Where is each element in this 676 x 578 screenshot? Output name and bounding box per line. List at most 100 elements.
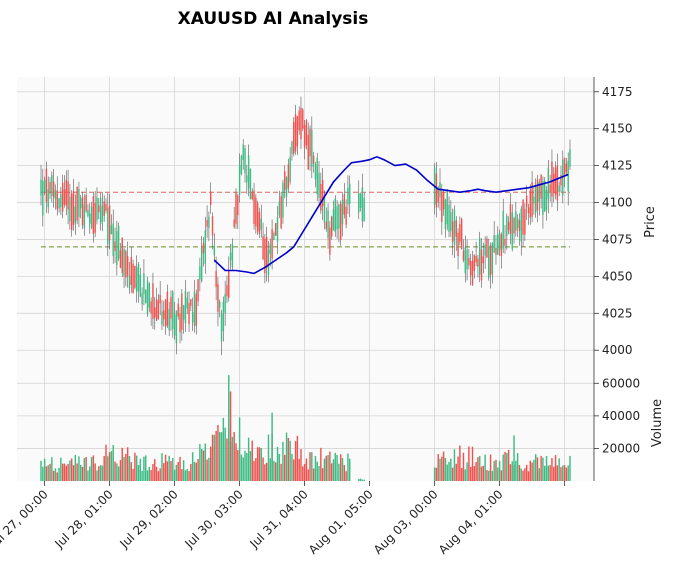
volume-bar (544, 465, 546, 481)
volume-bar (498, 460, 501, 481)
volume-bar (343, 465, 346, 481)
volume-bar (40, 460, 42, 481)
volume-bar (114, 461, 116, 481)
volume-bar (486, 469, 488, 481)
candle-body (273, 233, 275, 241)
candle-body (534, 185, 537, 213)
volume-bar (345, 471, 347, 481)
volume-bar (318, 466, 320, 481)
candle-body (89, 213, 91, 224)
candle-body (166, 291, 169, 326)
candle-body (569, 149, 571, 167)
volume-bar (148, 466, 151, 481)
candle-body (536, 179, 539, 211)
volume-bar (560, 467, 562, 481)
volume-bar (128, 456, 131, 481)
candle-body (448, 204, 450, 232)
candle-body (341, 199, 344, 225)
volume-bar (213, 434, 216, 481)
candle-body (280, 196, 282, 229)
candle-body (509, 204, 512, 234)
candle-body (482, 256, 485, 264)
price-tick-label: 4025 (602, 306, 633, 320)
candle-body (459, 224, 461, 242)
candle-body (278, 201, 281, 216)
volume-bar (513, 435, 515, 481)
volume-bar (251, 440, 253, 481)
volume-bar (542, 457, 544, 481)
candle-body (525, 195, 528, 208)
candle-body (506, 215, 508, 236)
volume-bar (132, 468, 134, 481)
candle-body (61, 182, 64, 212)
volume-bar (85, 456, 87, 481)
moving-average (213, 155, 569, 275)
candle-body (141, 293, 143, 305)
volume-bar (554, 455, 557, 481)
volume-bar (497, 467, 499, 481)
candle-body (269, 243, 272, 254)
volume-bar (154, 459, 156, 481)
volume-bar (65, 465, 67, 481)
candle-body (143, 273, 145, 294)
candle-body (179, 313, 181, 333)
candle-body (479, 238, 481, 275)
candle-body (464, 247, 467, 274)
volume-bar (200, 448, 203, 481)
volume-bars (40, 375, 571, 481)
candle-body (123, 249, 125, 276)
volume-bar (444, 457, 447, 481)
volume-bar (220, 432, 223, 481)
volume-bar (240, 454, 243, 481)
candle-body (56, 190, 58, 210)
candle-body (289, 156, 291, 182)
candle-body (262, 236, 264, 260)
volume-bar (507, 449, 510, 481)
volume-bar (204, 443, 207, 481)
volume-bar (558, 458, 560, 481)
candle-body (52, 181, 55, 198)
candle-body (336, 206, 338, 230)
volume-bar (312, 468, 315, 481)
volume-bar (191, 452, 194, 481)
volume-bar (327, 455, 329, 481)
candle-body (533, 197, 535, 204)
candle-body (42, 180, 44, 216)
volume-bar (193, 461, 196, 481)
candle-body (83, 204, 86, 229)
candle-body (98, 205, 100, 213)
volume-bar (141, 470, 143, 481)
candle-body (303, 125, 306, 149)
volume-bar (271, 412, 273, 481)
candle-body (334, 198, 337, 233)
volume-bar (534, 454, 537, 481)
volume-bar (119, 460, 122, 481)
volume-bar (565, 467, 568, 481)
volume-bar (168, 455, 170, 481)
volume-bar (52, 470, 55, 481)
candle-body (107, 207, 109, 245)
volume-bar (538, 468, 541, 481)
candle-body (188, 302, 190, 325)
candle-body (65, 179, 67, 206)
volume-bar (103, 456, 105, 481)
candle-body (442, 191, 445, 210)
volume-bar (79, 464, 82, 481)
volume-bar (89, 466, 91, 481)
volume-bar (134, 452, 136, 481)
candle-body (513, 218, 515, 234)
candle-body (159, 294, 161, 304)
candle-body (495, 247, 497, 255)
candle-body (309, 129, 311, 157)
volume-bar (74, 454, 77, 481)
volume-bar (520, 468, 522, 481)
candle-body (531, 182, 533, 217)
volume-bar (547, 465, 550, 481)
candle-body (246, 175, 248, 183)
candle-body (560, 175, 562, 186)
volume-bar (63, 463, 66, 481)
volume-bar (247, 437, 250, 481)
volume-bar (562, 465, 564, 481)
volume-bar (249, 451, 252, 481)
volume-bar (309, 452, 311, 481)
